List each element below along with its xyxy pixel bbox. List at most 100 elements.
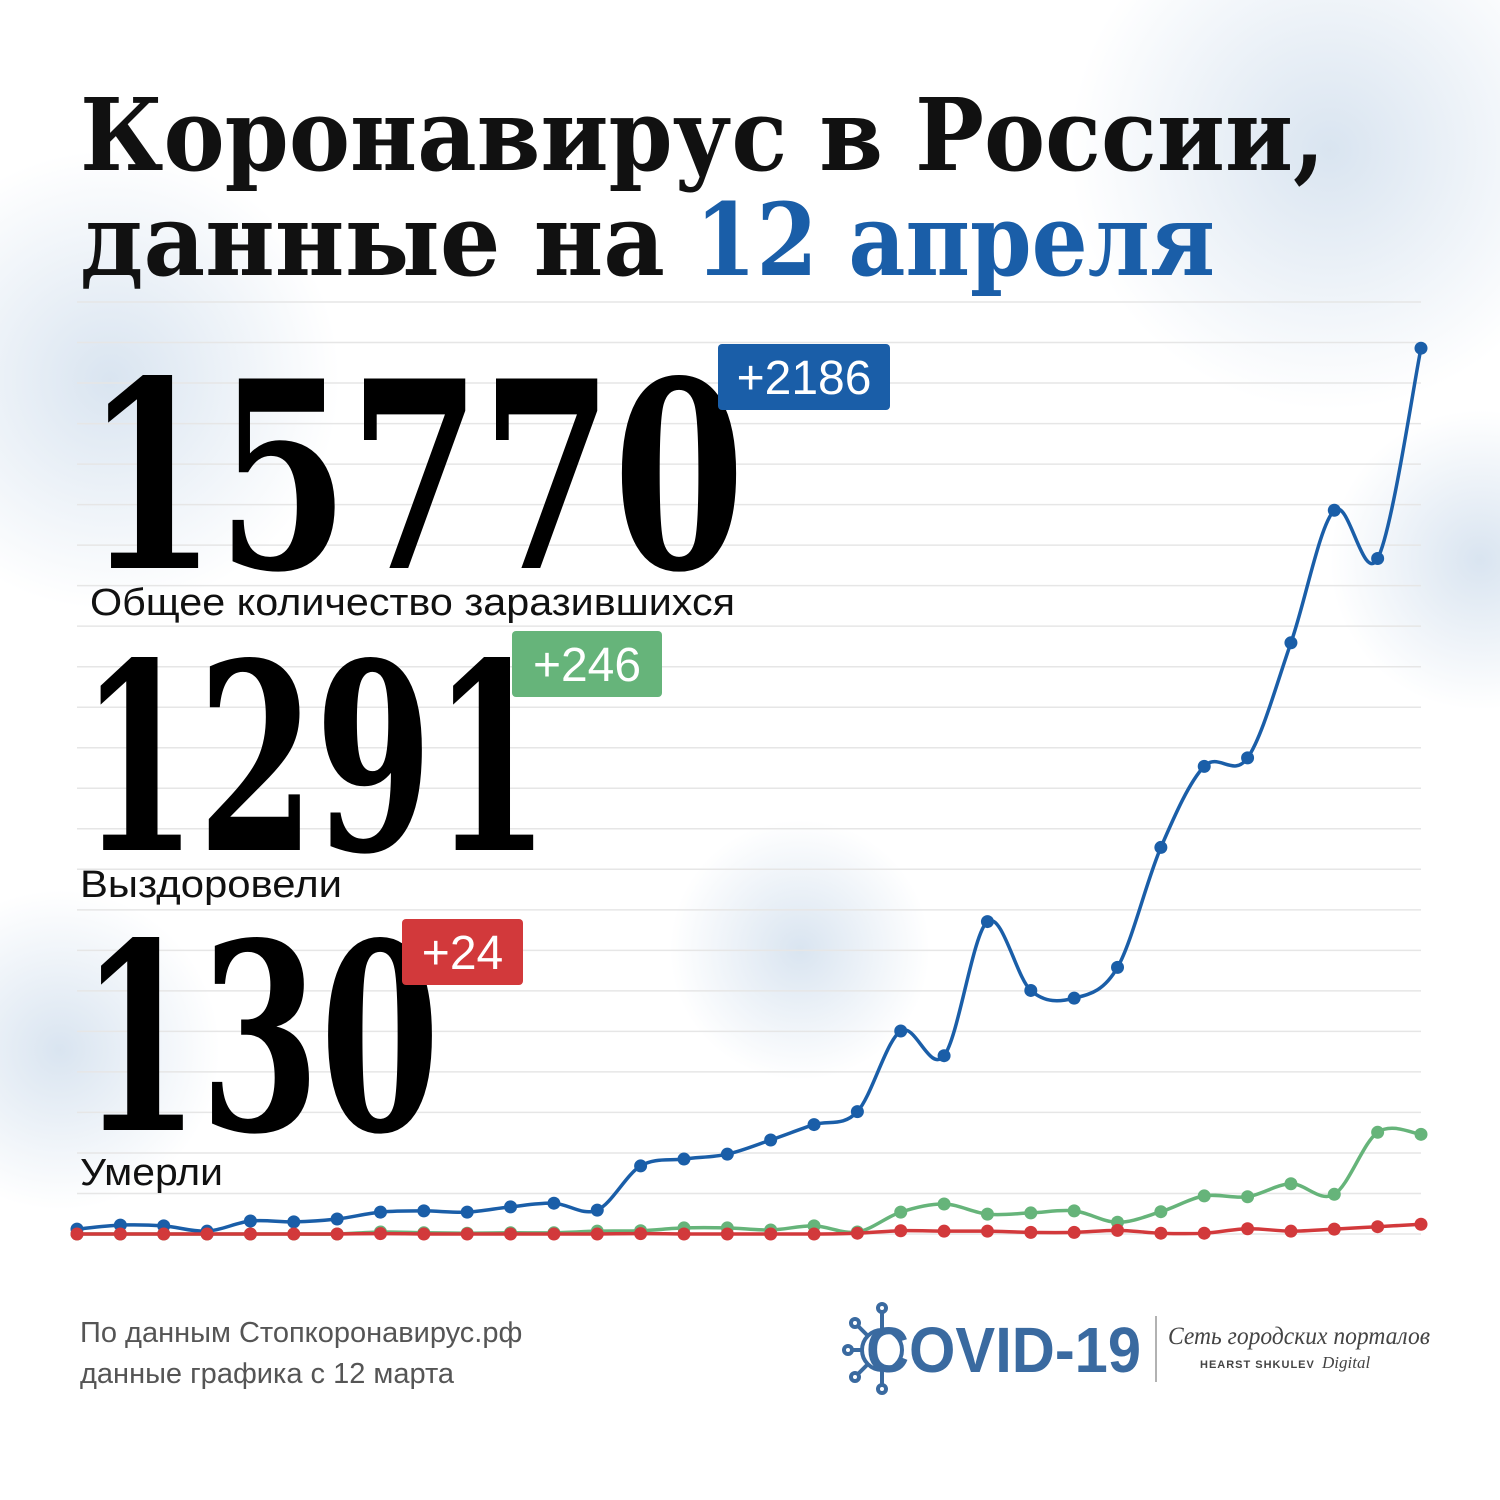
data-point (1197, 1189, 1211, 1203)
data-point (1241, 751, 1255, 765)
series (70, 1217, 1428, 1241)
data-point (1154, 1205, 1168, 1219)
data-point (807, 1227, 821, 1241)
data-point (677, 1227, 691, 1241)
data-point (807, 1118, 821, 1132)
data-point (1414, 1127, 1428, 1141)
data-point (243, 1214, 257, 1228)
data-point (590, 1203, 604, 1217)
data-point (547, 1196, 561, 1210)
data-point (200, 1227, 214, 1241)
data-point (894, 1205, 908, 1219)
stat-badge (402, 919, 523, 985)
stat-value: 15770 (85, 325, 745, 630)
data-point (677, 1152, 691, 1166)
plot (70, 341, 1428, 1241)
data-point (1284, 1177, 1298, 1191)
stat-label: Умерли (80, 1152, 223, 1194)
data-point (1284, 1224, 1298, 1238)
data-point (1414, 1217, 1428, 1231)
data-point (1111, 960, 1125, 974)
data-point (1327, 503, 1341, 517)
title-date: 12 апреля (695, 181, 1215, 299)
grid (77, 301, 1421, 1235)
data-point (1111, 1223, 1125, 1237)
data-point (980, 1207, 994, 1221)
data-point (287, 1215, 301, 1229)
data-point (1067, 991, 1081, 1005)
data-point (287, 1227, 301, 1241)
logo-text: COVID-19 (866, 1314, 1141, 1386)
data-point (1154, 1226, 1168, 1240)
data-point (547, 1227, 561, 1241)
stat-badge (512, 631, 662, 697)
data-point (330, 1212, 344, 1226)
data-point (634, 1159, 648, 1173)
logo: COVID-19 Сеть городских порталов HEARST … (842, 1302, 1430, 1395)
stat-label: Выздоровели (80, 864, 342, 906)
stat-value: 130 (80, 887, 440, 1192)
data-point (1414, 341, 1428, 355)
data-point (764, 1133, 778, 1147)
data-point (1371, 1125, 1385, 1139)
data-point (460, 1205, 474, 1219)
series (70, 341, 1428, 1238)
data-point (850, 1105, 864, 1119)
data-point (1241, 1190, 1255, 1204)
data-point (1024, 1206, 1038, 1220)
data-point (243, 1227, 257, 1241)
data-point (1371, 552, 1385, 566)
data-point (417, 1204, 431, 1218)
data-point (937, 1224, 951, 1238)
stat-change: +2186 (737, 352, 872, 405)
data-point (1154, 840, 1168, 854)
data-point (1067, 1225, 1081, 1239)
data-point (1197, 759, 1211, 773)
data-point (937, 1197, 951, 1211)
logo-icon (842, 1302, 904, 1395)
data-point (894, 1224, 908, 1238)
stat-label: Общее количество заразившихся (90, 582, 735, 624)
data-point (720, 1147, 734, 1161)
data-point (460, 1227, 474, 1241)
data-point (1327, 1222, 1341, 1236)
data-point (980, 915, 994, 929)
data-point (417, 1227, 431, 1241)
data-point (894, 1024, 908, 1038)
stat-value: 1291 (80, 607, 550, 912)
logo-brand: HEARST SHKULEV (1200, 1359, 1315, 1371)
data-point (330, 1227, 344, 1241)
stat-change: +24 (422, 927, 503, 980)
data-point (1197, 1226, 1211, 1240)
data-point (937, 1049, 951, 1063)
data-point (157, 1227, 171, 1241)
data-point (504, 1227, 518, 1241)
data-point (504, 1200, 518, 1214)
data-point (1241, 1222, 1255, 1236)
data-point (1327, 1187, 1341, 1201)
data-point (1371, 1220, 1385, 1234)
data-point (70, 1227, 84, 1241)
data-point (1067, 1204, 1081, 1218)
logo-brand-suffix: Digital (1321, 1353, 1370, 1372)
data-point (373, 1227, 387, 1241)
data-point (113, 1227, 127, 1241)
data-point (113, 1218, 127, 1232)
data-point (590, 1227, 604, 1241)
stat-badge (718, 344, 890, 410)
source-note: данные графика с 12 марта (80, 1358, 455, 1390)
data-point (720, 1227, 734, 1241)
data-point (1024, 983, 1038, 997)
data-point (634, 1227, 648, 1241)
data-point (980, 1224, 994, 1238)
data-point (1024, 1225, 1038, 1239)
data-point (1284, 636, 1298, 650)
title: данные на (80, 181, 665, 299)
data-point (764, 1227, 778, 1241)
logo-network: Сеть городских порталов (1168, 1323, 1430, 1350)
title: Коронавирус в России, (80, 76, 1325, 194)
stat-change: +246 (533, 639, 641, 692)
data-point (850, 1226, 864, 1240)
